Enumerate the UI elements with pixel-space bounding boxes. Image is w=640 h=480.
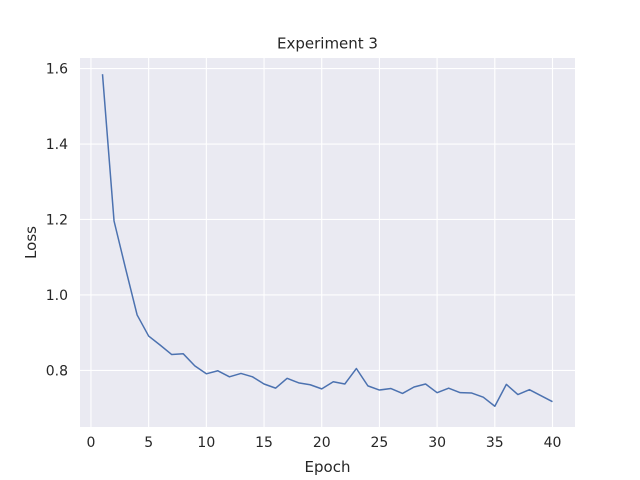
x-tick-label: 25	[371, 435, 389, 451]
y-axis-label: Loss	[22, 226, 40, 259]
y-tick-label: 1.6	[46, 62, 68, 78]
x-axis-label: Epoch	[305, 458, 351, 476]
y-tick-label: 1.0	[46, 288, 68, 304]
y-tick-label: 1.2	[46, 212, 68, 228]
x-tick-label: 35	[486, 435, 504, 451]
loss-line	[101, 74, 553, 407]
x-tick-label: 40	[544, 435, 562, 451]
y-tick-label: 0.8	[46, 363, 68, 379]
gridlines	[80, 58, 575, 427]
y-tick-label: 1.4	[46, 137, 68, 153]
x-tick-label: 5	[144, 435, 153, 451]
plot-area	[80, 58, 575, 427]
x-tick-label: 30	[428, 435, 446, 451]
x-tick-label: 0	[87, 435, 96, 451]
x-tick-label: 15	[255, 435, 273, 451]
x-tick-label: 10	[197, 435, 215, 451]
x-tick-label: 20	[313, 435, 331, 451]
chart-title: Experiment 3	[277, 35, 378, 53]
tick-labels: 0 5 10 15 20 25 30 35 40 0.8 1.0 1.2 1.4 1.6	[46, 62, 562, 451]
